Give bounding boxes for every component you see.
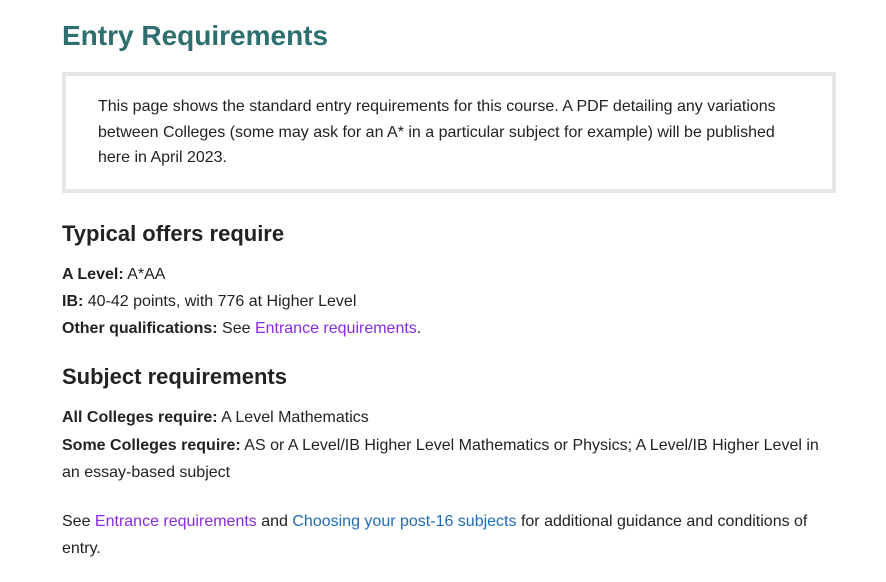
a-level-label: A Level: <box>62 266 124 283</box>
all-colleges-value: A Level Mathematics <box>218 409 369 426</box>
offers-block: A Level: A*AA IB: 40-42 points, with 776… <box>62 261 836 343</box>
choosing-subjects-link[interactable]: Choosing your post-16 subjects <box>292 513 516 530</box>
a-level-line: A Level: A*AA <box>62 261 836 288</box>
notice-box: This page shows the standard entry requi… <box>62 72 836 193</box>
other-quals-suffix: . <box>417 320 421 337</box>
entrance-requirements-link-footer[interactable]: Entrance requirements <box>95 513 257 530</box>
footer-mid: and <box>257 513 293 530</box>
footer-prefix: See <box>62 513 95 530</box>
all-colleges-line: All Colleges require: A Level Mathematic… <box>62 404 836 431</box>
notice-text: This page shows the standard entry requi… <box>98 94 800 171</box>
subjects-block: All Colleges require: A Level Mathematic… <box>62 404 836 486</box>
subjects-heading: Subject requirements <box>62 364 836 390</box>
a-level-value: A*AA <box>124 266 166 283</box>
other-quals-line: Other qualifications: See Entrance requi… <box>62 315 836 342</box>
all-colleges-label: All Colleges require: <box>62 409 218 426</box>
ib-value: 40-42 points, with 776 at Higher Level <box>83 293 356 310</box>
some-colleges-label: Some Colleges require: <box>62 437 241 454</box>
offers-heading: Typical offers require <box>62 221 836 247</box>
other-quals-label: Other qualifications: <box>62 320 218 337</box>
page-title: Entry Requirements <box>62 20 836 52</box>
some-colleges-line: Some Colleges require: AS or A Level/IB … <box>62 432 836 486</box>
ib-label: IB: <box>62 293 83 310</box>
entrance-requirements-link[interactable]: Entrance requirements <box>255 320 417 337</box>
ib-line: IB: 40-42 points, with 776 at Higher Lev… <box>62 288 836 315</box>
other-quals-prefix: See <box>218 320 255 337</box>
footer-paragraph: See Entrance requirements and Choosing y… <box>62 508 836 562</box>
